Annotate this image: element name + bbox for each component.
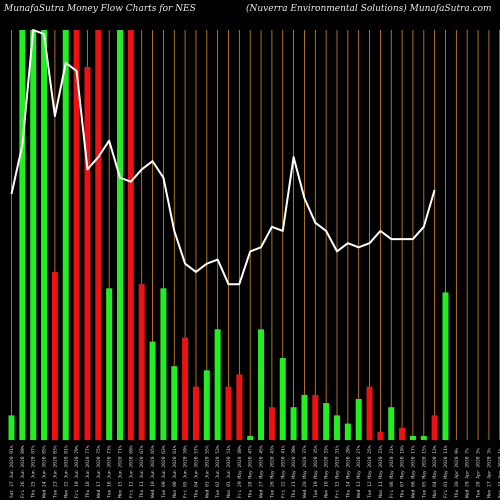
bar xyxy=(30,30,37,440)
x-tick-label: Tue 09 Jun 2020 63% xyxy=(161,445,167,498)
chart-title-left: MunafaSutra Money Flow Charts for NES xyxy=(3,4,196,14)
x-tick-label: Tue 23 Jun 2020 83% xyxy=(52,445,58,498)
x-tick-label: Wed 10 Jun 2020 65% xyxy=(150,445,156,498)
bar xyxy=(84,66,91,441)
x-tick-label: Thu 25 Jun 2020 87% xyxy=(31,445,37,498)
bar xyxy=(279,358,286,440)
bar xyxy=(399,427,406,440)
bar xyxy=(355,399,362,440)
x-tick-label: Mon 22 Jun 2020 81% xyxy=(63,445,69,498)
bar xyxy=(268,407,275,440)
x-tick-label: Tue 02 Jun 2020 53% xyxy=(215,445,221,498)
x-tick-label: Mon 04 May 2020 13% xyxy=(432,445,438,498)
bar xyxy=(149,341,156,440)
x-tick-label: Fri 01 May 2020 11% xyxy=(443,445,449,498)
x-tick-label: Wed 29 Apr 2020 7% xyxy=(465,448,471,498)
bar xyxy=(51,271,58,440)
bar xyxy=(290,407,297,440)
bar xyxy=(312,394,319,440)
x-tick-label: Mon 01 Jun 2020 51% xyxy=(226,445,232,498)
bar xyxy=(323,403,330,440)
bar xyxy=(19,30,26,440)
bar xyxy=(203,370,210,440)
bar xyxy=(409,435,416,440)
bar xyxy=(247,435,254,440)
bar xyxy=(73,30,80,440)
x-tick-label: Wed 03 Jun 2020 55% xyxy=(204,445,210,498)
bar xyxy=(420,435,427,440)
bar xyxy=(301,394,308,440)
x-tick-label: Thu 04 Jun 2020 57% xyxy=(193,445,199,498)
bar xyxy=(127,30,134,440)
x-tick-label: Tue 16 Jun 2020 73% xyxy=(107,445,113,498)
x-tick-labels: Sat 27 Jun 2020 91% Fri 26 Jun 2020 89% Th… xyxy=(9,445,500,498)
bar xyxy=(182,337,189,440)
x-tick-label: Mon 11 May 2020 23% xyxy=(378,445,384,498)
x-tick-label: Mon 18 May 2020 33% xyxy=(324,445,330,498)
bar xyxy=(431,415,438,440)
x-tick-label: Thu 14 May 2020 29% xyxy=(345,445,351,498)
x-tick-label: Fri 08 May 2020 21% xyxy=(389,445,395,498)
bar xyxy=(8,415,15,440)
x-tick-label: Fri 24 Apr 2020 1% xyxy=(497,448,500,498)
x-tick-label: Thu 21 May 2020 39% xyxy=(291,445,297,498)
bar xyxy=(344,423,351,440)
bar xyxy=(95,30,102,440)
x-tick-label: Wed 06 May 2020 17% xyxy=(410,445,416,498)
bar xyxy=(41,30,48,440)
x-tick-label: Wed 17 Jun 2020 75% xyxy=(96,445,102,498)
bar xyxy=(171,366,178,440)
bar xyxy=(225,386,232,440)
bar xyxy=(214,329,221,440)
x-tick-label: Mon 27 Apr 2020 3% xyxy=(486,448,492,498)
bar xyxy=(106,288,113,440)
x-tick-label: Thu 30 Apr 2020 9% xyxy=(454,448,460,498)
chart-title-right: (Nuverra Environmental Solutions) Munafa… xyxy=(246,3,492,14)
x-tick-label: Fri 19 Jun 2020 79% xyxy=(74,445,80,498)
x-tick-label: Tue 28 Apr 2020 5% xyxy=(476,448,482,498)
x-tick-label: Tue 19 May 2020 35% xyxy=(313,445,319,498)
x-tick-label: Mon 15 Jun 2020 71% xyxy=(118,445,124,498)
bar xyxy=(442,292,449,440)
bar xyxy=(160,288,167,440)
bar xyxy=(192,386,199,440)
x-tick-label: Wed 24 Jun 2020 85% xyxy=(42,445,48,498)
bar xyxy=(258,329,265,440)
x-tick-label: Fri 12 Jun 2020 69% xyxy=(128,445,134,498)
bar xyxy=(366,386,373,440)
x-tick-label: Fri 26 Jun 2020 89% xyxy=(20,445,26,498)
bar xyxy=(334,415,340,440)
x-tick-label: Thu 07 May 2020 19% xyxy=(400,445,406,498)
x-tick-label: Thu 11 Jun 2020 67% xyxy=(139,445,145,498)
x-tick-label: Mon 08 Jun 2020 61% xyxy=(172,445,178,498)
x-tick-label: Wed 20 May 2020 37% xyxy=(302,445,308,498)
bar xyxy=(377,431,384,440)
x-tick-label: Tue 26 May 2020 43% xyxy=(269,445,275,498)
x-tick-label: Wed 13 May 2020 27% xyxy=(356,445,362,498)
money-flow-line xyxy=(10,29,436,286)
x-tick-label: Fri 15 May 2020 31% xyxy=(335,445,341,498)
bar xyxy=(236,374,243,440)
bar xyxy=(138,284,145,440)
x-tick-label: Fri 05 Jun 2020 59% xyxy=(183,445,189,498)
x-tick-label: Tue 12 May 2020 25% xyxy=(367,445,373,498)
x-tick-label: Sat 27 Jun 2020 91% xyxy=(9,445,15,498)
bar-series xyxy=(8,30,449,441)
bar xyxy=(388,407,395,440)
bar xyxy=(117,30,123,440)
x-tick-label: Wed 27 May 2020 45% xyxy=(259,445,265,498)
x-tick-label: Fri 29 May 2020 49% xyxy=(237,445,243,498)
bar xyxy=(62,30,69,440)
x-tick-label: Thu 28 May 2020 47% xyxy=(248,445,254,498)
x-tick-label: Tue 05 May 2020 15% xyxy=(421,445,427,498)
x-tick-label: Thu 18 Jun 2020 77% xyxy=(85,445,91,498)
x-tick-label: Fri 22 May 2020 41% xyxy=(280,445,286,498)
